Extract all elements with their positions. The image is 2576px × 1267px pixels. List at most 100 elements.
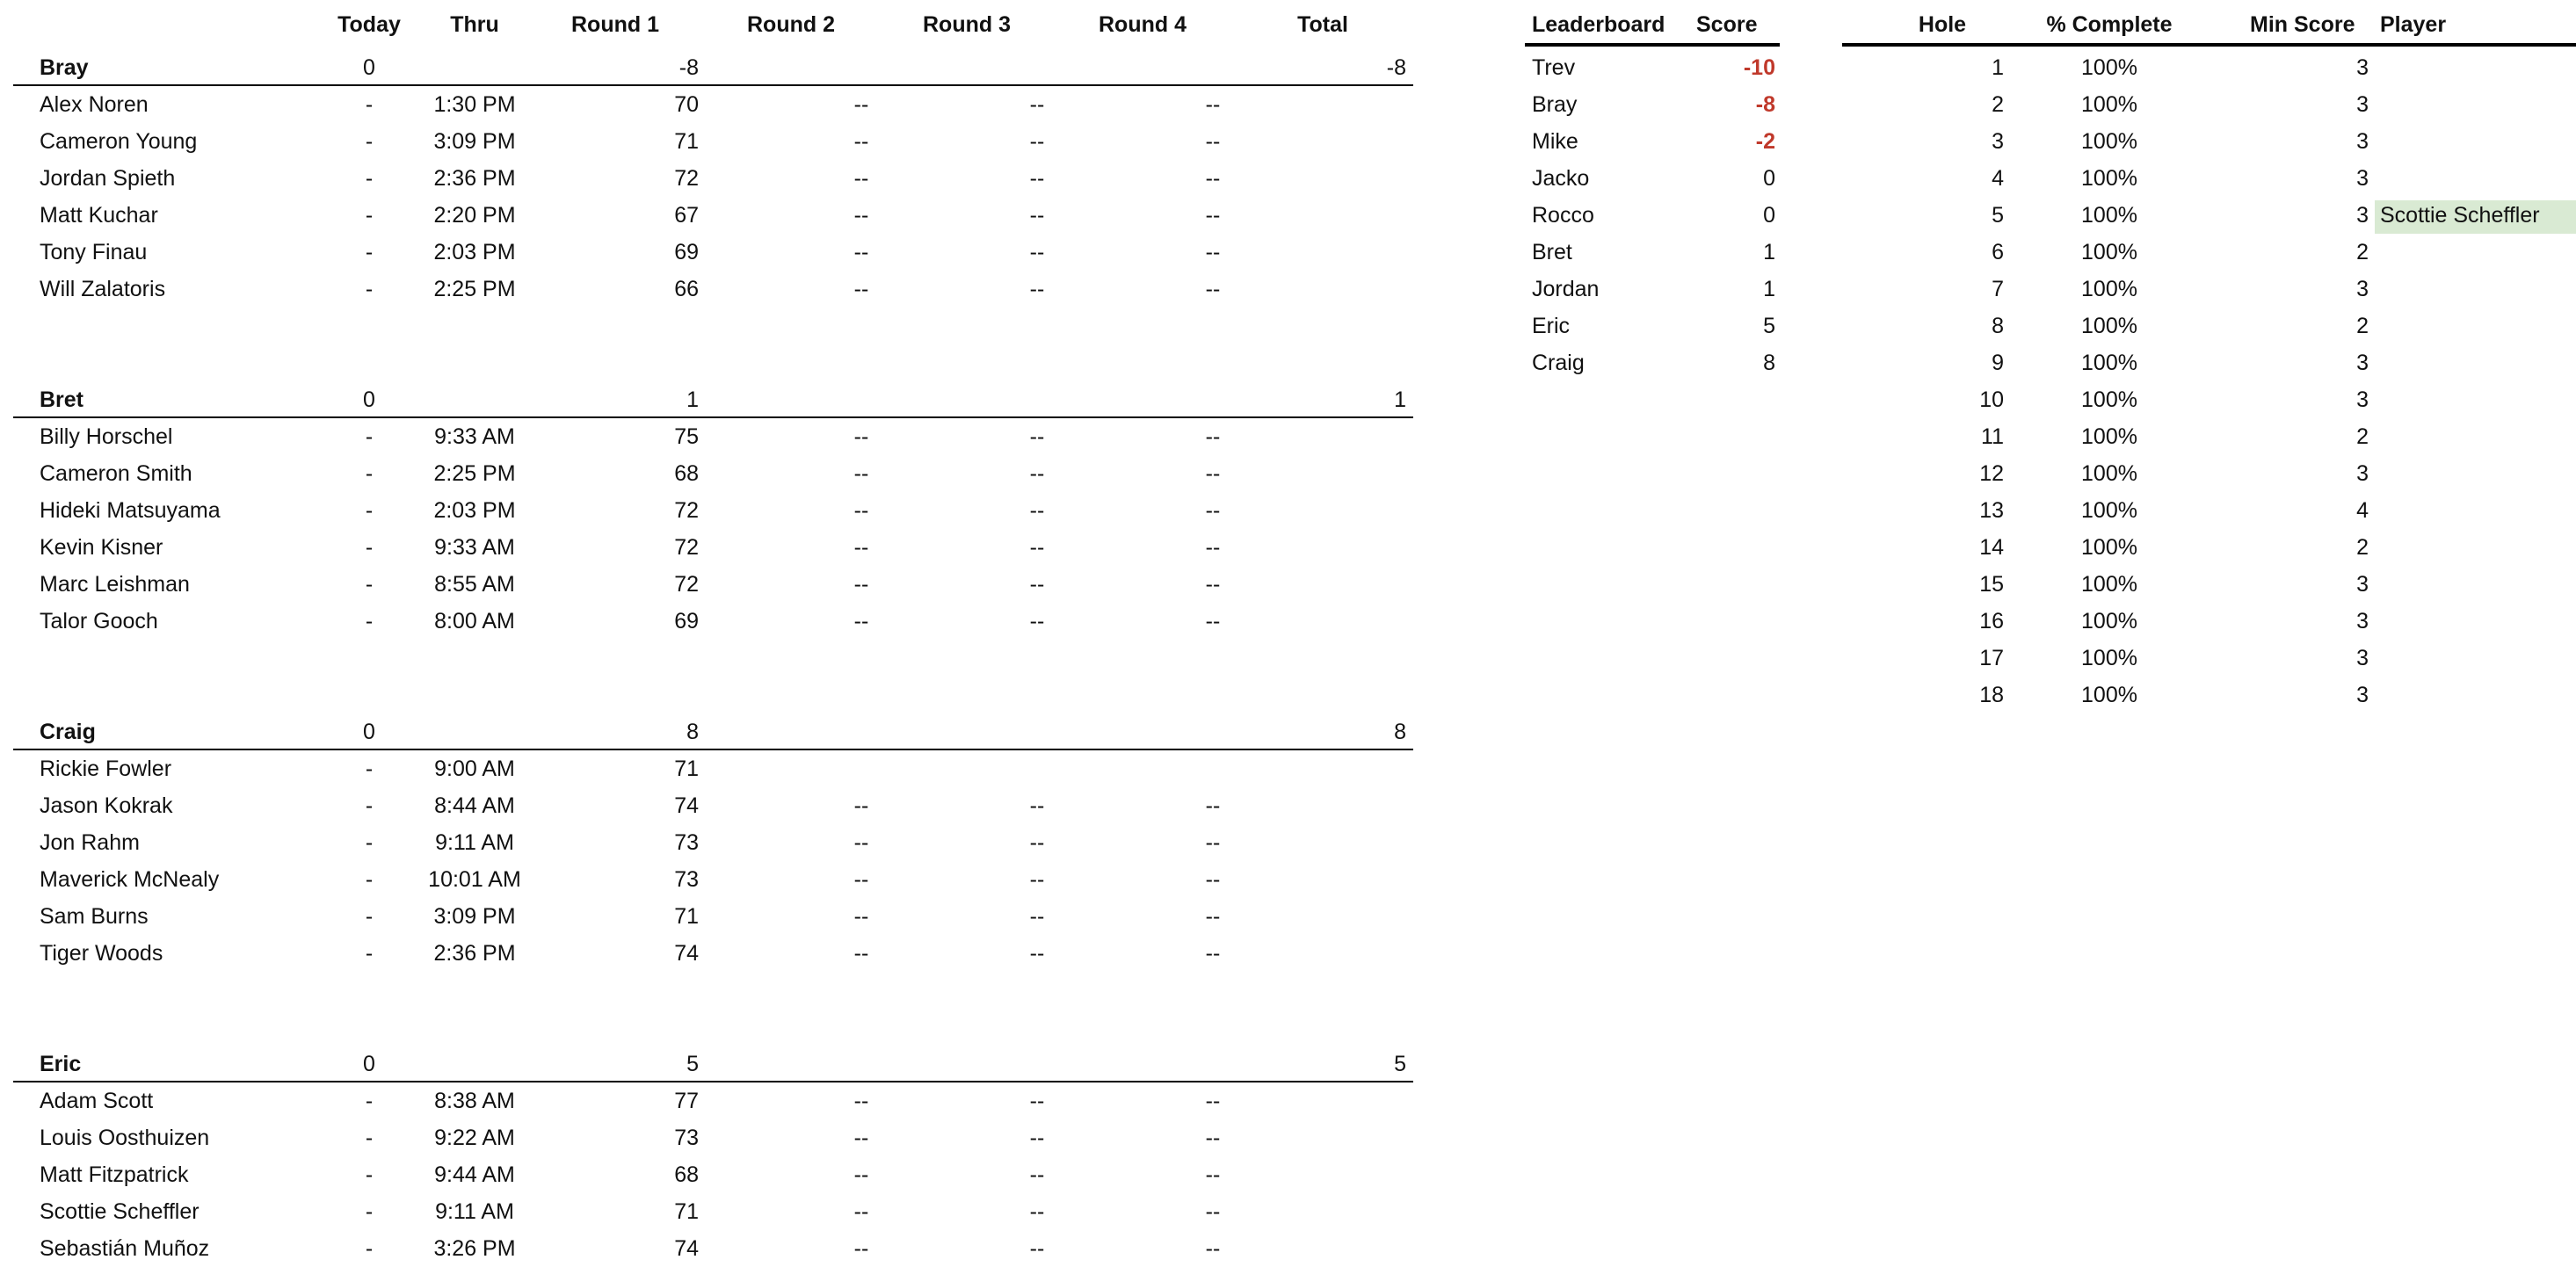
player-round1[interactable]: 74 (674, 941, 699, 966)
leaderboard-score[interactable]: -8 (1755, 92, 1775, 117)
holes-header-hole[interactable]: Hole (1918, 12, 1967, 37)
player-round2[interactable]: -- (853, 424, 869, 449)
player-round2[interactable]: -- (853, 498, 869, 523)
player-today[interactable]: - (365, 1089, 374, 1113)
hole-number[interactable]: 10 (1979, 387, 2004, 412)
team-today[interactable]: 0 (363, 1052, 375, 1076)
player-round1[interactable]: 69 (674, 609, 699, 634)
player-round3[interactable]: -- (1029, 1126, 1045, 1150)
player-today[interactable]: - (365, 609, 374, 634)
player-round3[interactable]: -- (1029, 498, 1045, 523)
player-round3[interactable]: -- (1029, 1199, 1045, 1224)
player-today[interactable]: - (365, 129, 374, 154)
leaderboard-score[interactable]: 1 (1763, 240, 1775, 264)
hole-number[interactable]: 15 (1979, 572, 2004, 597)
team-name[interactable]: Bray (40, 55, 89, 80)
hole-min-score[interactable]: 2 (2356, 535, 2369, 560)
hole-pct-complete[interactable]: 100% (2081, 683, 2137, 707)
hole-min-score[interactable]: 3 (2356, 387, 2369, 412)
hole-min-score[interactable]: 3 (2356, 166, 2369, 191)
player-round4[interactable]: -- (1205, 424, 1221, 449)
holes-header-min[interactable]: Min Score (2250, 12, 2355, 37)
hole-min-score[interactable]: 4 (2356, 498, 2369, 523)
player-name[interactable]: Maverick McNealy (40, 867, 220, 892)
team-today[interactable]: 0 (363, 720, 375, 744)
player-thru[interactable]: 9:33 AM (434, 424, 515, 449)
player-today[interactable]: - (365, 757, 374, 781)
player-round4[interactable]: -- (1205, 535, 1221, 560)
leaderboard-name[interactable]: Bray (1532, 92, 1578, 117)
player-round2[interactable]: -- (853, 1236, 869, 1261)
player-round4[interactable]: -- (1205, 572, 1221, 597)
player-thru[interactable]: 10:01 AM (428, 867, 521, 892)
player-round3[interactable]: -- (1029, 793, 1045, 818)
hole-min-score[interactable]: 3 (2356, 92, 2369, 117)
team-round1[interactable]: 8 (686, 720, 699, 744)
player-name[interactable]: Alex Noren (40, 92, 149, 117)
player-thru[interactable]: 2:36 PM (433, 166, 516, 191)
leaderboard-score[interactable]: 5 (1763, 314, 1775, 338)
player-thru[interactable]: 9:11 AM (435, 830, 514, 855)
player-round2[interactable]: -- (853, 572, 869, 597)
player-round1[interactable]: 72 (674, 535, 699, 560)
leaderboard-score-header[interactable]: Score (1696, 12, 1758, 37)
team-name[interactable]: Bret (40, 387, 84, 412)
player-round4[interactable]: -- (1205, 92, 1221, 117)
hole-number[interactable]: 7 (1992, 277, 2004, 301)
player-round2[interactable]: -- (853, 1126, 869, 1150)
player-today[interactable]: - (365, 793, 374, 818)
team-header-r4[interactable]: Round 4 (1099, 12, 1186, 37)
hole-number[interactable]: 16 (1979, 609, 2004, 634)
hole-number[interactable]: 4 (1992, 166, 2004, 191)
team-round1[interactable]: -8 (678, 55, 699, 80)
player-name[interactable]: Cameron Smith (40, 461, 192, 486)
player-round1[interactable]: 73 (674, 1126, 699, 1150)
hole-number[interactable]: 18 (1979, 683, 2004, 707)
player-round4[interactable]: -- (1205, 129, 1221, 154)
player-round3[interactable]: -- (1029, 904, 1045, 929)
player-round3[interactable]: -- (1029, 424, 1045, 449)
player-name[interactable]: Adam Scott (40, 1089, 154, 1113)
player-name[interactable]: Rickie Fowler (40, 757, 172, 781)
hole-number[interactable]: 5 (1992, 203, 2004, 228)
player-round4[interactable]: -- (1205, 277, 1221, 301)
player-round3[interactable]: -- (1029, 941, 1045, 966)
player-round3[interactable]: -- (1029, 1089, 1045, 1113)
leaderboard-name[interactable]: Craig (1532, 351, 1585, 375)
hole-pct-complete[interactable]: 100% (2081, 203, 2137, 228)
hole-number[interactable]: 8 (1992, 314, 2004, 338)
hole-number[interactable]: 11 (1981, 424, 2004, 449)
player-round4[interactable]: -- (1205, 1089, 1221, 1113)
player-round2[interactable]: -- (853, 609, 869, 634)
player-round4[interactable]: -- (1205, 609, 1221, 634)
player-round4[interactable]: -- (1205, 498, 1221, 523)
player-round1[interactable]: 72 (674, 166, 699, 191)
player-today[interactable]: - (365, 1162, 374, 1187)
hole-min-score[interactable]: 2 (2356, 314, 2369, 338)
player-round2[interactable]: -- (853, 92, 869, 117)
player-round1[interactable]: 74 (674, 1236, 699, 1261)
player-thru[interactable]: 1:30 PM (433, 92, 516, 117)
team-header-r1[interactable]: Round 1 (571, 12, 659, 37)
player-name[interactable]: Billy Horschel (40, 424, 173, 449)
player-today[interactable]: - (365, 203, 374, 228)
leaderboard-name[interactable]: Mike (1532, 129, 1578, 154)
player-round3[interactable]: -- (1029, 461, 1045, 486)
team-round1[interactable]: 5 (686, 1052, 699, 1076)
player-thru[interactable]: 2:36 PM (433, 941, 516, 966)
hole-min-score[interactable]: 2 (2356, 240, 2369, 264)
team-total[interactable]: 1 (1394, 387, 1406, 412)
player-thru[interactable]: 8:44 AM (434, 793, 515, 818)
player-round2[interactable]: -- (853, 904, 869, 929)
player-thru[interactable]: 2:25 PM (433, 277, 516, 301)
team-header-total[interactable]: Total (1297, 12, 1348, 37)
player-today[interactable]: - (365, 572, 374, 597)
team-name[interactable]: Craig (40, 720, 96, 744)
hole-player[interactable]: Scottie Scheffler (2375, 200, 2576, 234)
player-round1[interactable]: 71 (674, 757, 699, 781)
player-name[interactable]: Kevin Kisner (40, 535, 163, 560)
team-today[interactable]: 0 (363, 55, 375, 80)
player-round3[interactable]: -- (1029, 240, 1045, 264)
player-round2[interactable]: -- (853, 941, 869, 966)
player-round4[interactable]: -- (1205, 1126, 1221, 1150)
